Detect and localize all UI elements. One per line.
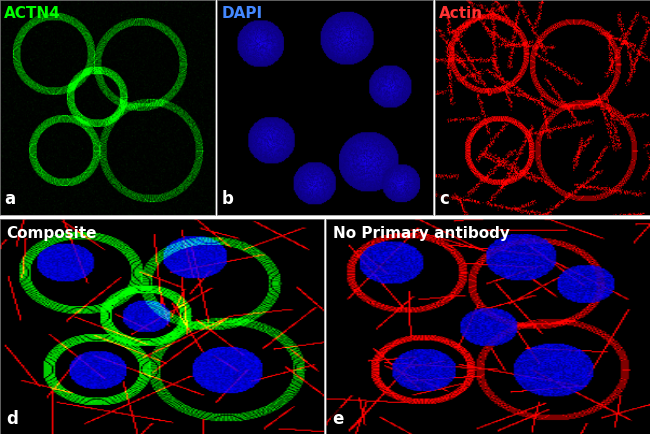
Text: Actin: Actin xyxy=(439,7,483,21)
Text: a: a xyxy=(5,191,16,208)
Text: d: d xyxy=(6,410,18,427)
Text: e: e xyxy=(333,410,344,427)
Text: b: b xyxy=(222,191,233,208)
Text: No Primary antibody: No Primary antibody xyxy=(333,226,510,240)
Text: ACTN4: ACTN4 xyxy=(5,7,61,21)
Text: DAPI: DAPI xyxy=(222,7,263,21)
Text: Composite: Composite xyxy=(6,226,97,240)
Text: c: c xyxy=(439,191,449,208)
